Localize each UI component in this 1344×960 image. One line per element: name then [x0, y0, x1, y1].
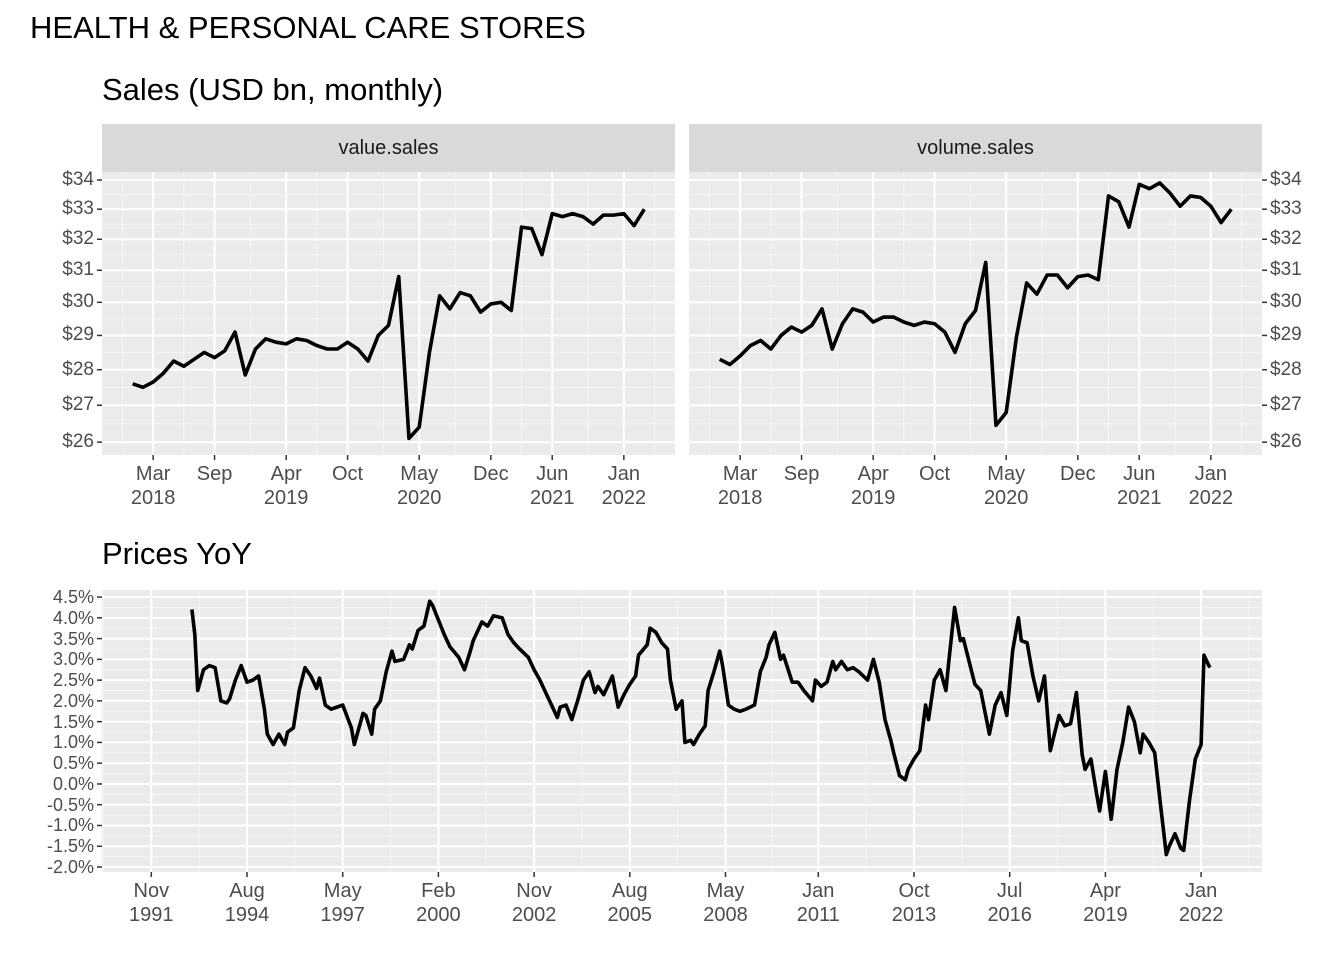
y-tick-label: $26 — [1270, 431, 1302, 453]
y-tick-label: $33 — [62, 198, 94, 220]
panel-background — [102, 172, 675, 455]
y-tick-label: 3.5% — [52, 628, 94, 649]
x-tick-label: Oct — [919, 463, 951, 485]
panel-background — [689, 172, 1262, 455]
x-tick-label: May 2020 — [983, 463, 1029, 509]
facet-label: value.sales — [338, 137, 439, 159]
y-tick-label: $29 — [62, 324, 94, 346]
y-tick-label: -1.5% — [46, 836, 94, 857]
x-tick-label: Dec — [1060, 463, 1096, 485]
y-tick-label: $26 — [62, 431, 94, 453]
x-tick-label: Jan 2011 — [796, 880, 840, 926]
y-tick-label: $27 — [62, 394, 94, 416]
x-tick-label: Jan 2022 — [601, 463, 647, 509]
y-tick-label: $30 — [62, 291, 94, 313]
y-tick-label: $31 — [1270, 259, 1302, 281]
x-tick-label: May 2008 — [703, 880, 748, 926]
y-tick-label: 1.0% — [52, 732, 94, 753]
y-tick-label: 1.5% — [52, 711, 94, 732]
x-tick-label: May 2020 — [396, 463, 442, 509]
x-tick-label: Mar 2018 — [717, 463, 763, 509]
x-tick-label: May 1997 — [320, 880, 365, 926]
x-tick-label: Jan 2022 — [1178, 880, 1224, 926]
y-tick-label: $30 — [1270, 291, 1302, 313]
y-tick-label: 3.0% — [52, 649, 94, 670]
facet-strip — [102, 124, 675, 172]
y-tick-label: -1.0% — [46, 815, 94, 836]
x-tick-label: Oct 2013 — [891, 880, 937, 926]
x-tick-label: Aug 1994 — [224, 880, 270, 926]
y-tick-label: $28 — [1270, 358, 1302, 380]
y-tick-label: 4.5% — [52, 587, 94, 608]
x-tick-label: Mar 2018 — [130, 463, 176, 509]
x-tick-label: Oct — [332, 463, 364, 485]
x-tick-label: Nov 2002 — [511, 880, 557, 926]
y-tick-label: $33 — [1270, 198, 1302, 220]
x-tick-label: Nov 1991 — [129, 880, 174, 926]
chart-title: Sales (USD bn, monthly) — [102, 72, 444, 107]
y-tick-label: 2.0% — [52, 690, 94, 711]
y-tick-label: $27 — [1270, 394, 1302, 416]
x-tick-label: Jun 2021 — [529, 463, 575, 509]
y-tick-label: 2.5% — [52, 670, 94, 691]
data-line — [132, 208, 646, 441]
data-line — [190, 599, 1212, 857]
y-tick-label: $34 — [1270, 169, 1302, 190]
x-tick-label: Jan 2022 — [1188, 463, 1234, 509]
page-title: HEALTH & PERSONAL CARE STORES — [30, 10, 586, 45]
y-tick-label: -2.0% — [46, 857, 94, 878]
x-tick-label: Apr 2019 — [263, 463, 309, 509]
x-tick-label: Sep — [783, 463, 820, 485]
x-tick-label: Aug 2005 — [607, 880, 653, 926]
x-tick-label: Sep — [196, 463, 233, 485]
x-tick-label: Apr 2019 — [850, 463, 896, 509]
y-tick-label: $29 — [1270, 324, 1302, 346]
x-tick-label: Dec — [473, 463, 509, 485]
y-tick-label: -0.5% — [46, 794, 94, 815]
x-tick-label: Jul 2016 — [987, 880, 1032, 926]
panel-background — [102, 590, 1262, 872]
x-tick-label: Feb 2000 — [416, 880, 461, 926]
x-tick-label: Apr 2019 — [1083, 880, 1128, 926]
y-tick-label: $31 — [62, 259, 94, 281]
facet-label: volume.sales — [917, 137, 1034, 159]
facet-strip — [689, 124, 1262, 172]
y-tick-label: $32 — [1270, 228, 1302, 250]
y-tick-label: $28 — [62, 358, 94, 380]
y-tick-label: $32 — [62, 228, 94, 250]
data-line — [718, 181, 1233, 428]
y-tick-label: 0.0% — [52, 773, 94, 794]
y-tick-label: 4.0% — [52, 607, 94, 628]
y-tick-label: $34 — [62, 169, 94, 190]
y-tick-label: 0.5% — [52, 753, 94, 774]
chart-title: Prices YoY — [102, 536, 252, 571]
x-tick-label: Jun 2021 — [1116, 463, 1162, 509]
